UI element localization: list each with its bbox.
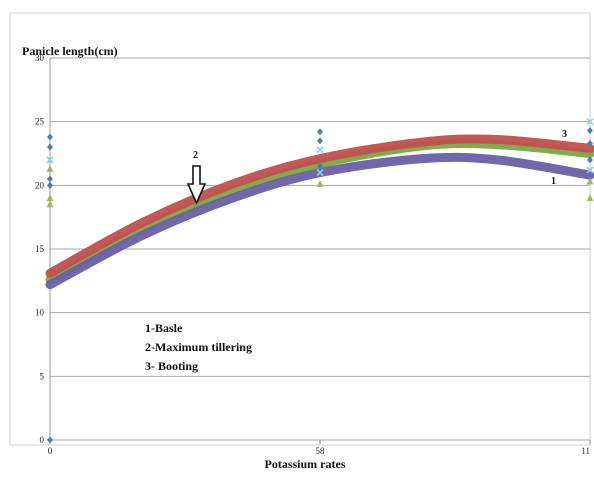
annotation-arrow: 2 — [186, 150, 207, 205]
curve-label-1: 1 — [551, 176, 556, 187]
curve-label-3: 3 — [562, 129, 567, 140]
data-point — [316, 169, 324, 177]
data-points — [46, 118, 594, 444]
data-point — [46, 200, 54, 208]
data-point — [46, 156, 54, 164]
gridlines — [50, 57, 590, 441]
legend-line-basal: 1-Basle — [145, 321, 183, 335]
trend-curves — [45, 134, 594, 290]
data-point — [46, 194, 54, 202]
y-tick-labels: 0 5 10 15 20 25 30 — [35, 53, 45, 445]
data-point — [317, 128, 323, 136]
data-point — [47, 143, 53, 151]
legend-line-max-tillering: 2-Maximum tillering — [145, 340, 252, 354]
x-tick-labels: 0 58 11 — [48, 440, 591, 456]
data-point — [586, 194, 594, 202]
trend-curve — [45, 152, 594, 290]
chart-border — [9, 12, 591, 446]
data-point — [47, 175, 53, 183]
data-point — [317, 137, 323, 145]
x-tick-label: 11 — [581, 446, 590, 456]
y-tick-label: 20 — [35, 180, 45, 190]
data-point — [586, 166, 594, 174]
y-tick-label: 15 — [35, 244, 45, 254]
y-tick-label: 25 — [35, 117, 45, 127]
data-point — [587, 156, 593, 164]
data-point — [586, 118, 594, 126]
x-tick-label: 0 — [48, 446, 53, 456]
trend-curve — [45, 134, 594, 278]
y-tick-label: 0 — [40, 435, 45, 445]
data-point — [587, 127, 593, 135]
legend-text: 1-Basle 2-Maximum tillering 3- Booting — [145, 321, 252, 373]
data-point — [587, 139, 593, 147]
data-point — [586, 177, 594, 185]
annotation-arrow-label: 2 — [193, 150, 198, 161]
y-tick-label: 10 — [35, 308, 45, 318]
y-tick-label: 30 — [35, 53, 45, 63]
y-tick-label: 5 — [40, 371, 45, 381]
data-point — [47, 133, 53, 141]
data-point — [316, 180, 324, 188]
data-point — [47, 181, 53, 189]
data-point — [47, 436, 53, 444]
down-arrow-icon — [186, 165, 207, 205]
legend-line-booting: 3- Booting — [145, 359, 198, 373]
data-point — [317, 162, 323, 170]
x-tick-label: 58 — [316, 446, 326, 456]
x-axis-title: Potassium rates — [265, 457, 346, 471]
data-point — [316, 146, 324, 154]
y-axis-title: Panicle length(cm) — [22, 44, 118, 58]
data-point — [46, 164, 54, 172]
